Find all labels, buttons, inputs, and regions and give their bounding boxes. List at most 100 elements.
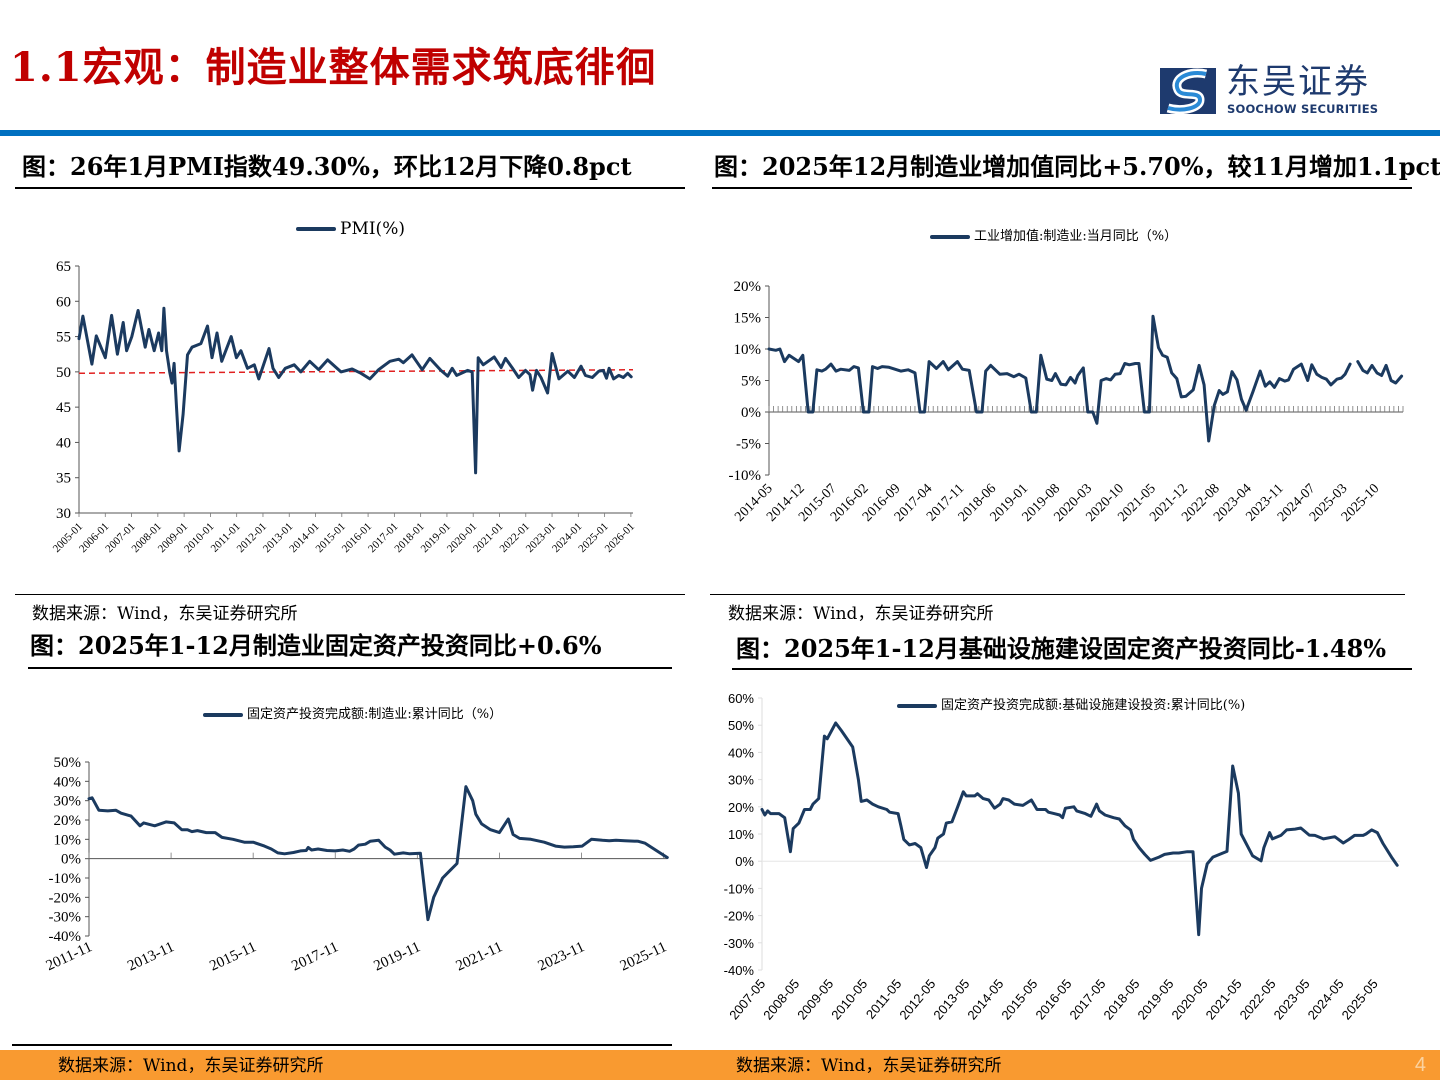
- y-tick-label: -10%: [724, 881, 755, 896]
- y-tick-label: -5%: [736, 437, 761, 453]
- source-note: 数据来源：Wind，东吴证券研究所: [58, 1056, 324, 1076]
- figure-title-underline: [28, 667, 672, 669]
- logo-text-en: SOOCHOW SECURITIES: [1227, 102, 1379, 116]
- x-tick-label: 2023-11: [1243, 481, 1286, 524]
- y-tick-label: 45: [56, 400, 71, 416]
- y-tick-label: 40%: [54, 774, 82, 790]
- x-tick-label: 2021-05: [1203, 976, 1245, 1022]
- footer-bar: [0, 1050, 1440, 1080]
- x-tick-label: 2023-05: [1271, 976, 1313, 1022]
- y-tick-label: 30%: [728, 773, 754, 788]
- x-tick-label: 2009-05: [794, 976, 836, 1022]
- y-tick-label: 0%: [61, 852, 81, 868]
- x-tick-label: 2018-06: [956, 481, 1000, 525]
- legend-swatch: [897, 704, 937, 708]
- x-tick-label: 2011-05: [863, 976, 905, 1021]
- x-tick-label: 2026-01: [603, 521, 637, 555]
- x-tick-label: 2021-11: [454, 939, 506, 974]
- x-tick-label: 2021-12: [1147, 481, 1191, 525]
- x-tick-label: 2013-11: [125, 939, 177, 974]
- figure-title-underline: [712, 187, 1412, 189]
- x-tick-label: 2010-01: [182, 521, 216, 555]
- figure-title-infrastructure-fai: 图：2025年1-12月基础设施建设固定资产投资同比-1.48%: [736, 634, 1387, 663]
- x-tick-label: 2016-05: [1032, 976, 1074, 1022]
- figure-title-manufacturing-fai: 图：2025年1-12月制造业固定资产投资同比+0.6%: [30, 631, 602, 660]
- x-tick-label: 2024-07: [1275, 481, 1319, 525]
- x-tick-label: 2024-05: [1305, 976, 1347, 1022]
- x-tick-label: 2014-01: [287, 521, 321, 555]
- y-tick-label: 5%: [741, 374, 761, 390]
- y-tick-label: 10%: [54, 832, 82, 848]
- y-tick-label: -30%: [49, 910, 82, 926]
- x-tick-label: 2019-11: [371, 939, 423, 974]
- x-tick-label: 2023-04: [1211, 481, 1255, 525]
- y-tick-label: 20%: [54, 813, 82, 829]
- y-tick-label: 40%: [728, 745, 754, 760]
- source-note: 数据来源：Wind，东吴证券研究所: [736, 1056, 1002, 1076]
- x-tick-label: 2015-07: [796, 481, 840, 525]
- y-tick-label: 60: [56, 294, 71, 310]
- x-tick-label: 2022-08: [1179, 481, 1223, 525]
- x-tick-label: 2014-05: [964, 976, 1006, 1022]
- legend-value-added: 工业增加值:制造业:当月同比（%）: [930, 228, 1177, 246]
- x-tick-label: 2005-01: [51, 521, 85, 555]
- x-tick-label: 2020-05: [1168, 976, 1210, 1022]
- x-tick-label: 2007-01: [103, 521, 137, 555]
- y-tick-label: 50: [56, 365, 71, 381]
- x-tick-label: 2019-08: [1020, 481, 1064, 525]
- x-tick-label: 2006-01: [77, 521, 111, 555]
- x-tick-label: 2021-01: [471, 521, 505, 555]
- y-tick-label: 30%: [54, 794, 82, 810]
- x-tick-label: 2020-01: [445, 521, 479, 555]
- y-tick-label: 20%: [728, 800, 754, 815]
- legend-pmi: PMI(%): [296, 219, 405, 239]
- y-tick-label: 60%: [728, 691, 754, 706]
- x-tick-label: 2011-01: [209, 521, 243, 555]
- page-title: 1.1宏观：制造业整体需求筑底徘徊: [10, 44, 657, 91]
- x-tick-label: 2016-01: [340, 521, 374, 555]
- x-tick-label: 2022-05: [1237, 976, 1279, 1022]
- x-tick-label: 2021-05: [1115, 481, 1159, 525]
- x-tick-label: 2017-11: [924, 481, 967, 524]
- x-tick-label: 2011-11: [44, 939, 95, 974]
- x-tick-label: 2018-05: [1100, 976, 1142, 1022]
- legend-swatch: [203, 713, 243, 717]
- source-divider: [12, 1044, 672, 1046]
- x-tick-label: 2007-05: [726, 976, 768, 1022]
- x-tick-label: 2023-11: [536, 939, 588, 974]
- y-tick-label: 35: [56, 471, 71, 487]
- legend-label: PMI(%): [340, 219, 405, 239]
- y-tick-label: -40%: [49, 929, 82, 945]
- y-tick-label: 10%: [734, 342, 762, 358]
- y-tick-label: 50%: [728, 718, 754, 733]
- x-tick-label: 2019-01: [419, 521, 453, 555]
- x-tick-label: 2017-05: [1066, 976, 1108, 1022]
- x-tick-label: 2012-01: [235, 521, 269, 555]
- legend-manufacturing-fai: 固定资产投资完成额:制造业:累计同比（%）: [203, 706, 502, 724]
- x-tick-label: 2013-05: [930, 976, 972, 1022]
- x-tick-label: 2018-01: [392, 521, 426, 555]
- x-tick-label: 2010-05: [828, 976, 870, 1022]
- reference-line-50: [78, 368, 634, 375]
- x-tick-label: 2016-09: [860, 481, 904, 525]
- y-tick-label: 65: [56, 259, 71, 275]
- x-tick-label: 2008-05: [760, 976, 802, 1022]
- x-tick-label: 2009-01: [156, 521, 190, 555]
- x-tick-label: 2008-01: [130, 521, 164, 555]
- x-tick-label: 2019-05: [1134, 976, 1176, 1022]
- y-tick-label: 40: [56, 435, 71, 451]
- x-tick-label: 2015-11: [207, 939, 259, 974]
- series-line: [77, 306, 633, 475]
- y-tick-label: 55: [56, 330, 71, 346]
- x-tick-label: 2025-05: [1339, 976, 1381, 1022]
- x-tick-label: 2014-05: [732, 481, 776, 525]
- x-tick-label: 2025-03: [1307, 481, 1351, 525]
- x-tick-label: 2020-10: [1083, 481, 1127, 525]
- y-tick-label: 0%: [741, 405, 761, 421]
- x-tick-label: 2014-12: [764, 481, 808, 525]
- y-tick-label: 0%: [735, 854, 754, 869]
- x-tick-label: 2017-01: [366, 521, 400, 555]
- x-tick-label: 2022-01: [497, 521, 531, 555]
- figure-title-underline: [15, 187, 685, 189]
- x-tick-label: 2020-03: [1052, 481, 1096, 525]
